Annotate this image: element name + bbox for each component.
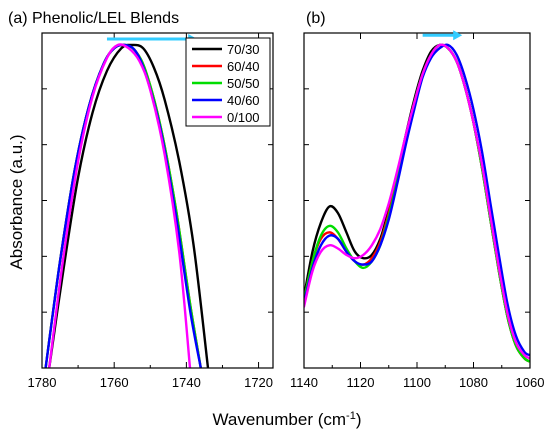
shared-labels: Absorbance (a.u.) Wavenumber (cm-1) xyxy=(7,134,361,429)
series-line-0-100 xyxy=(304,43,530,360)
panel-title: (b) xyxy=(306,10,326,27)
x-tick-label: 1060 xyxy=(516,375,545,390)
legend-label: 50/50 xyxy=(227,76,260,91)
x-tick-label: 1760 xyxy=(100,375,129,390)
x-tick-label: 1780 xyxy=(28,375,57,390)
panel-b: 1140 1120 1100 1080 1060 (b) xyxy=(290,10,544,390)
x-tick-label: 1120 xyxy=(347,375,375,390)
x-tick-label: 1140 xyxy=(290,375,318,390)
legend-label: 0/100 xyxy=(227,110,260,125)
series-line-40-60 xyxy=(304,43,530,357)
x-tick-label: 1100 xyxy=(403,375,431,390)
legend-label: 60/40 xyxy=(227,59,260,74)
series-group xyxy=(44,43,210,368)
panel-title: (a) Phenolic/LEL Blends xyxy=(8,10,179,27)
y-axis-label: Absorbance (a.u.) xyxy=(7,134,26,269)
x-tick-label: 1080 xyxy=(459,375,488,390)
legend-label: 70/30 xyxy=(227,42,260,57)
series-line-40-60 xyxy=(44,43,202,368)
panel-a: 1780 1760 1740 1720 (a) Phenolic/LEL Blends 7… xyxy=(8,10,274,390)
plot-frame xyxy=(303,32,531,369)
series-line-0-100 xyxy=(48,43,192,368)
x-tick-label: 1720 xyxy=(244,375,273,390)
shift-arrow-head xyxy=(453,30,463,41)
series-group xyxy=(304,43,530,363)
x-tick-label: 1740 xyxy=(172,375,201,390)
x-axis-label: Wavenumber (cm-1) xyxy=(213,410,362,429)
series-line-70-30 xyxy=(48,43,210,368)
legend-label: 40/60 xyxy=(227,93,260,108)
